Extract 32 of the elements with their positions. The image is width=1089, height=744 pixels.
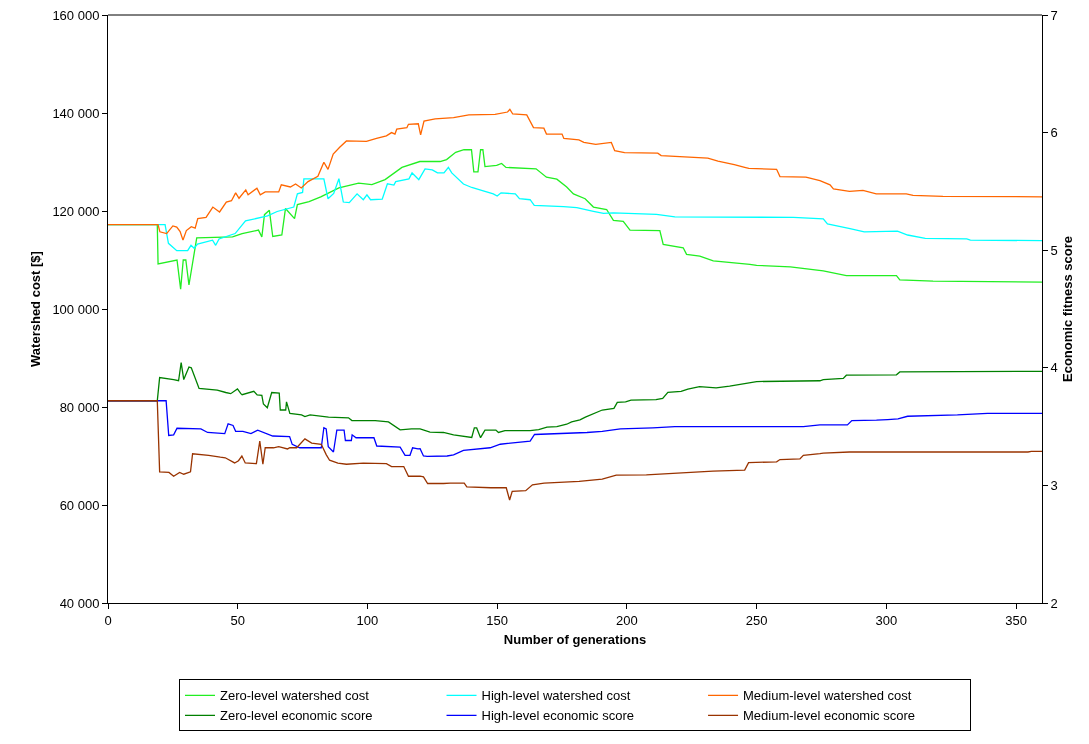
y2-tick-label: 2 — [1050, 595, 1058, 611]
legend-label: High-level watershed cost — [481, 688, 631, 704]
y-tick-label: 80 000 — [59, 399, 100, 415]
y2-axis-title: Economic fitness score — [1060, 236, 1076, 382]
legend-label: Zero-level watershed cost — [220, 688, 370, 704]
legend-label: Medium-level watershed cost — [743, 688, 912, 704]
y2-tick-label: 6 — [1050, 125, 1058, 141]
x-tick-label: 350 — [1005, 612, 1027, 628]
y-tick-label: 40 000 — [59, 595, 100, 611]
y-tick-label: 120 000 — [52, 203, 100, 219]
y-tick-label: 100 000 — [52, 301, 100, 317]
legend-label: Zero-level economic score — [220, 708, 373, 724]
y-tick-label: 60 000 — [59, 497, 100, 513]
y2-tick-label: 5 — [1050, 242, 1058, 258]
y-tick-label: 160 000 — [52, 7, 100, 23]
y2-tick-label: 3 — [1050, 477, 1058, 493]
legend-label: High-level economic score — [481, 708, 634, 724]
x-tick-label: 150 — [486, 612, 509, 628]
x-axis-title: Number of generations — [503, 632, 647, 648]
y-axis-title: Watershed cost [$] — [28, 251, 44, 367]
line-series — [108, 400, 1042, 501]
y2-tick-label: 7 — [1050, 7, 1058, 23]
x-tick-label: 200 — [616, 612, 638, 628]
x-tick-label: 100 — [356, 612, 379, 628]
x-tick-label: 0 — [104, 612, 112, 628]
line-series — [108, 108, 1042, 241]
x-tick-label: 250 — [745, 612, 768, 628]
y-tick-label: 140 000 — [52, 105, 100, 121]
x-tick-label: 50 — [230, 612, 245, 628]
legend-label: Medium-level economic score — [743, 708, 915, 724]
y2-tick-label: 4 — [1050, 360, 1058, 376]
x-tick-label: 300 — [875, 612, 898, 628]
